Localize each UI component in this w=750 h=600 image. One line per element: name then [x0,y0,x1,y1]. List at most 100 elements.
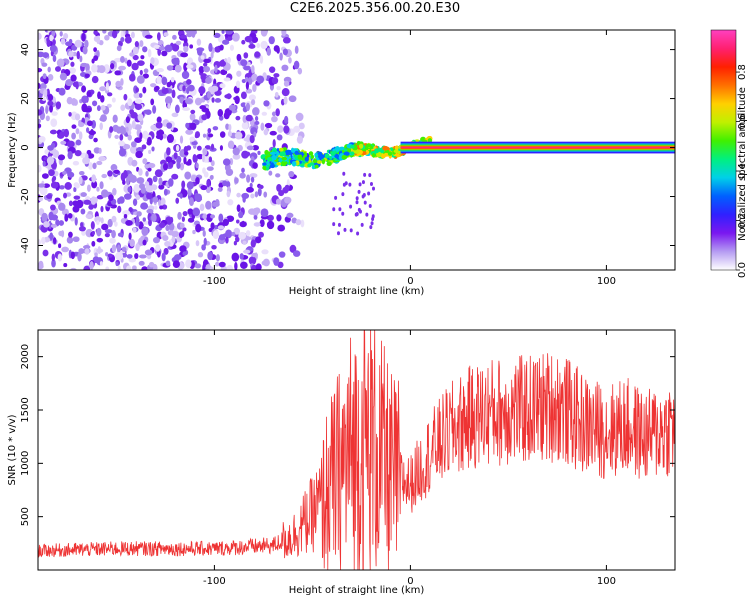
signal-onset-cell [394,145,399,151]
signal-onset-cell [387,151,393,156]
noise-speckle [75,139,82,146]
colorbar-ticks: 0.0 0.2 0.4 0.6 0.8 [736,64,748,278]
noise-speckle [161,88,169,95]
noise-speckle [163,188,168,196]
noise-speckle [114,221,118,227]
noise-speckle [128,257,136,263]
noise-speckle [254,51,261,58]
noise-speckle [179,222,185,229]
signal-wisp [369,182,373,187]
noise-speckle [234,95,240,105]
noise-speckle [245,81,250,90]
signal-onset-cell [286,149,291,154]
noise-speckle [100,217,104,224]
noise-speckle [116,45,122,52]
spectrogram-ytick-label: -40 [20,237,31,253]
noise-speckle [138,260,145,266]
signal-wisp [370,221,374,226]
noise-speckle [141,226,149,236]
noise-speckle [210,214,216,219]
noise-speckle [246,145,255,151]
noise-speckle [206,166,214,171]
noise-speckle [98,65,106,74]
noise-speckle [117,265,121,270]
noise-speckle [260,122,265,131]
noise-speckle [233,227,241,235]
signal-wisp [355,211,359,216]
noise-speckle [38,109,43,116]
noise-speckle [106,103,112,108]
noise-speckle [189,44,194,49]
noise-speckle [212,126,219,131]
noise-speckle [72,160,80,166]
noise-speckle [142,217,146,222]
noise-speckle [185,98,193,105]
signal-onset-cell [358,143,364,149]
noise-speckle [107,170,113,177]
snr-ytick-label: 500 [20,507,31,526]
signal-wisp [358,209,362,214]
noise-speckle [68,231,73,238]
noise-speckle [130,31,135,39]
noise-speckle [110,63,115,70]
noise-speckle [158,184,165,190]
noise-speckle [249,173,258,178]
noise-speckle [152,175,158,183]
noise-speckle [82,244,91,250]
noise-speckle [284,115,289,124]
spectrogram-ticks: -100 0 100 -40 -20 0 20 40 [20,30,675,287]
noise-speckle [79,55,83,63]
noise-speckle [217,109,224,117]
noise-speckle [221,30,225,34]
noise-speckle [63,33,69,40]
noise-speckle [187,84,195,92]
signal-onset-cell [330,151,336,157]
noise-speckle [191,141,198,146]
signal-onset-cell [290,147,295,153]
noise-speckle [139,254,147,259]
noise-speckle [80,62,89,68]
noise-speckle [81,32,86,42]
signal-onset-cell [269,163,276,169]
noise-speckle [186,145,192,151]
noise-speckle [84,248,90,255]
noise-speckle [118,65,126,71]
noise-speckle [183,156,187,165]
noise-speckle [300,219,305,228]
noise-speckle [130,111,138,119]
noise-speckle [47,94,54,102]
noise-speckle [200,55,205,60]
noise-speckle [194,97,202,106]
noise-speckle [159,133,164,141]
snr-frame [37,329,676,571]
noise-speckle [225,229,233,239]
noise-speckle [181,180,186,189]
noise-speckle [132,54,139,61]
snr-line [38,330,675,570]
snr-series-line [38,330,675,570]
noise-speckle [47,100,54,106]
noise-speckle [74,39,82,48]
noise-speckle [109,237,116,244]
noise-speckle [111,30,118,39]
noise-speckle [139,40,144,48]
snr-ytick-label: 1500 [20,397,31,422]
signal-onset-cell [317,153,325,160]
noise-speckle [118,140,125,147]
noise-speckle [199,203,205,212]
colorbar-tick-label: 0.2 [737,213,748,229]
noise-speckle [58,220,65,226]
noise-speckle [48,211,54,221]
noise-speckle [148,261,155,268]
noise-speckle [129,145,138,154]
noise-speckle [92,162,97,170]
noise-speckle [83,265,91,270]
noise-speckle [123,93,128,101]
noise-speckle [107,92,113,97]
noise-speckle [67,171,75,178]
noise-speckle [262,258,270,267]
signal-onset-cell [343,148,348,152]
noise-speckle [279,52,283,61]
noise-speckle [117,197,122,205]
noise-speckle [250,239,256,248]
